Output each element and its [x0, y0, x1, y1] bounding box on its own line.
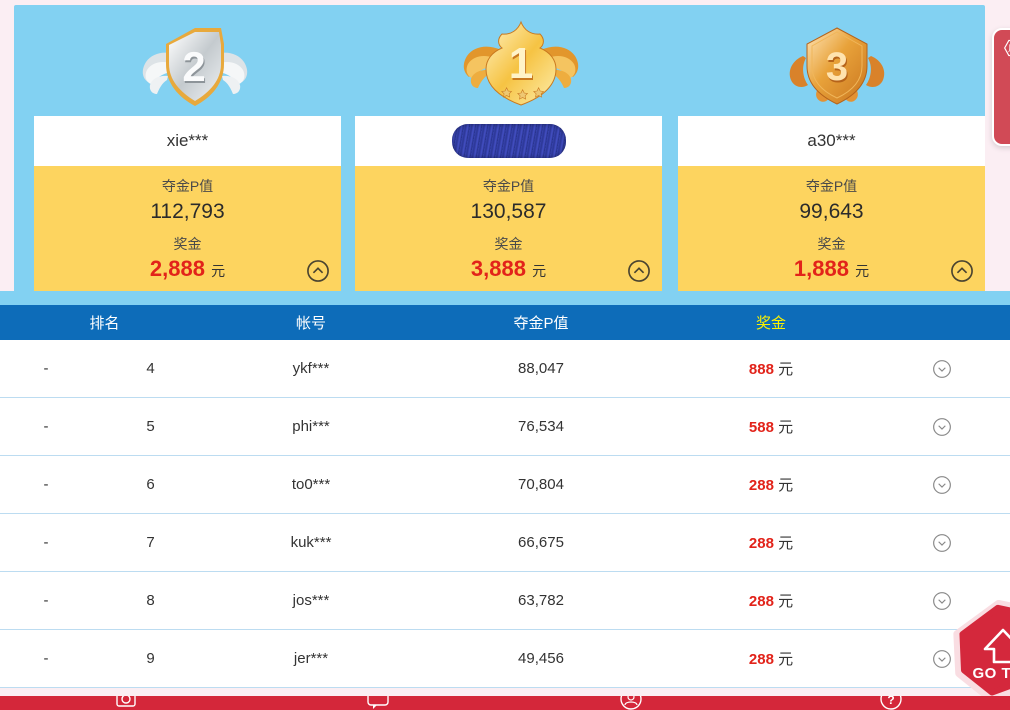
svg-text:2: 2	[182, 43, 205, 90]
svg-text:GO TOP: GO TOP	[972, 665, 1010, 682]
svg-text:1: 1	[509, 39, 533, 88]
svg-text:3: 3	[826, 45, 848, 89]
svg-text:?: ?	[887, 696, 894, 707]
